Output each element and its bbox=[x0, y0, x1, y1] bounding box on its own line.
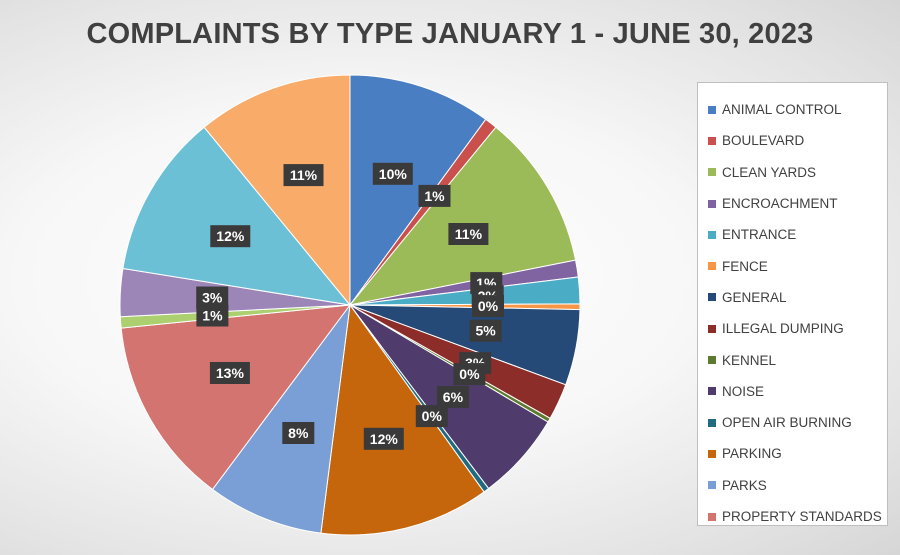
data-label-text: 10% bbox=[379, 166, 408, 182]
data-label-box bbox=[472, 295, 504, 318]
legend-swatch bbox=[708, 387, 716, 396]
data-label-text: 12% bbox=[216, 228, 245, 244]
data-label-7: 5% bbox=[469, 319, 502, 342]
data-label-box bbox=[196, 304, 229, 327]
pie-chart: 10%1%11%1%2%0%5%3%0%6%0%12%8%13%1%3%12%1… bbox=[119, 74, 581, 536]
legend-swatch bbox=[708, 481, 716, 490]
data-label-text: 8% bbox=[288, 425, 309, 441]
data-label-2: 1% bbox=[418, 184, 451, 207]
data-label-14: 13% bbox=[209, 362, 250, 384]
data-label-box bbox=[209, 362, 250, 384]
data-label-9: 0% bbox=[453, 363, 486, 386]
legend-label: ENCROACHMENT bbox=[722, 196, 838, 212]
legend-label: ANIMAL CONTROL bbox=[722, 102, 842, 118]
legend-swatch bbox=[708, 293, 716, 302]
legend-swatch bbox=[708, 356, 716, 365]
legend-label: PROPERTY STANDARDS bbox=[722, 509, 882, 524]
data-label-text: 1% bbox=[202, 308, 223, 324]
data-label-13: 8% bbox=[282, 422, 315, 444]
data-label-3: 11% bbox=[448, 223, 489, 245]
data-label-box bbox=[363, 427, 404, 450]
legend-label: GENERAL bbox=[722, 289, 787, 305]
data-label-17: 12% bbox=[210, 225, 251, 248]
legend-label: FENCE bbox=[722, 258, 768, 274]
pie-slice-1-animal-control bbox=[349, 74, 487, 307]
legend-label: PARKING bbox=[722, 446, 782, 462]
data-label-box bbox=[448, 223, 489, 245]
legend-item-property-standards: PROPERTY STANDARDS bbox=[708, 501, 887, 532]
data-label-box bbox=[282, 422, 315, 444]
pie-slice-17-unlabeled bbox=[122, 126, 352, 306]
data-label-box bbox=[436, 385, 469, 408]
legend-item-open-air-burning: OPEN AIR BURNING bbox=[708, 407, 887, 438]
data-label-text: 11% bbox=[290, 167, 318, 183]
legend-swatch bbox=[708, 168, 716, 177]
chart-title: COMPLAINTS BY TYPE JANUARY 1 - JUNE 30, … bbox=[86, 18, 814, 50]
legend-swatch bbox=[708, 418, 716, 427]
data-label-box bbox=[415, 405, 448, 428]
data-label-text: 0% bbox=[422, 408, 443, 424]
data-label-15: 1% bbox=[196, 304, 229, 327]
data-label-text: 5% bbox=[475, 323, 496, 339]
data-label-box bbox=[418, 184, 451, 207]
data-label-10: 6% bbox=[436, 385, 469, 408]
legend-swatch bbox=[708, 136, 716, 145]
legend-swatch bbox=[708, 324, 716, 333]
legend-label: BOULEVARD bbox=[722, 133, 805, 149]
legend-label: PARKS bbox=[722, 477, 767, 493]
legend-label: ENTRANCE bbox=[722, 227, 797, 243]
legend-item-noise: NOISE bbox=[708, 376, 887, 407]
legend-item-clean-yards: CLEAN YARDS bbox=[708, 157, 887, 188]
legend-swatch bbox=[708, 262, 716, 271]
data-label-text: 13% bbox=[216, 365, 245, 381]
data-label-box bbox=[372, 162, 413, 185]
legend-label: CLEAN YARDS bbox=[722, 164, 817, 180]
data-label-box bbox=[453, 363, 486, 386]
legend-swatch bbox=[708, 199, 716, 208]
pie-data-labels: 10%1%11%1%2%0%5%3%0%6%0%12%8%13%1%3%12%1… bbox=[196, 162, 504, 450]
legend-item-fence: FENCE bbox=[708, 250, 887, 281]
data-label-text: 6% bbox=[443, 389, 464, 405]
data-label-box bbox=[210, 225, 251, 248]
pie-slice-13-parks bbox=[211, 303, 351, 534]
data-label-11: 0% bbox=[415, 405, 448, 428]
legend-label: NOISE bbox=[722, 383, 765, 399]
data-label-text: 0% bbox=[478, 298, 499, 314]
pie-slice-3-clean-yards bbox=[348, 126, 577, 306]
data-label-16: 3% bbox=[196, 286, 229, 309]
data-label-box bbox=[283, 164, 324, 187]
legend-item-illegal-dumping: ILLEGAL DUMPING bbox=[708, 313, 887, 344]
data-label-box bbox=[196, 286, 229, 309]
legend-item-parking: PARKING bbox=[708, 438, 887, 469]
legend-item-entrance: ENTRANCE bbox=[708, 219, 887, 250]
data-label-text: 0% bbox=[459, 366, 480, 382]
legend-swatch bbox=[708, 230, 716, 239]
data-label-6: 0% bbox=[472, 295, 504, 318]
legend-swatch bbox=[708, 512, 716, 521]
legend-item-boulevard: BOULEVARD bbox=[708, 125, 887, 156]
data-label-18: 11% bbox=[283, 164, 324, 187]
pie-slices bbox=[119, 74, 581, 536]
data-label-text: 11% bbox=[455, 226, 483, 242]
legend-swatch bbox=[708, 449, 716, 458]
pie-slice-18-unlabeled bbox=[203, 74, 351, 307]
legend-item-animal-control: ANIMAL CONTROL bbox=[708, 94, 887, 125]
data-label-1: 10% bbox=[372, 162, 413, 185]
legend-item-encroachment: ENCROACHMENT bbox=[708, 188, 887, 219]
data-label-box bbox=[469, 319, 502, 342]
legend-label: ILLEGAL DUMPING bbox=[722, 321, 844, 337]
legend-item-kennel: KENNEL bbox=[708, 344, 887, 375]
legend-label: KENNEL bbox=[722, 352, 777, 368]
chart-legend: ANIMAL CONTROL BOULEVARD CLEAN YARDS ENCROA… bbox=[697, 82, 888, 526]
pie-slice-12-parking bbox=[320, 303, 485, 536]
data-label-text: 3% bbox=[202, 290, 223, 306]
data-label-text: 12% bbox=[370, 431, 399, 447]
legend-item-general: GENERAL bbox=[708, 282, 887, 313]
legend-item-parks: PARKS bbox=[708, 470, 887, 501]
legend-label: OPEN AIR BURNING bbox=[722, 415, 852, 431]
legend-swatch bbox=[708, 105, 716, 114]
data-label-12: 12% bbox=[363, 427, 404, 450]
data-label-text: 1% bbox=[424, 188, 445, 204]
pie-slice-14-property-standards bbox=[120, 304, 352, 491]
